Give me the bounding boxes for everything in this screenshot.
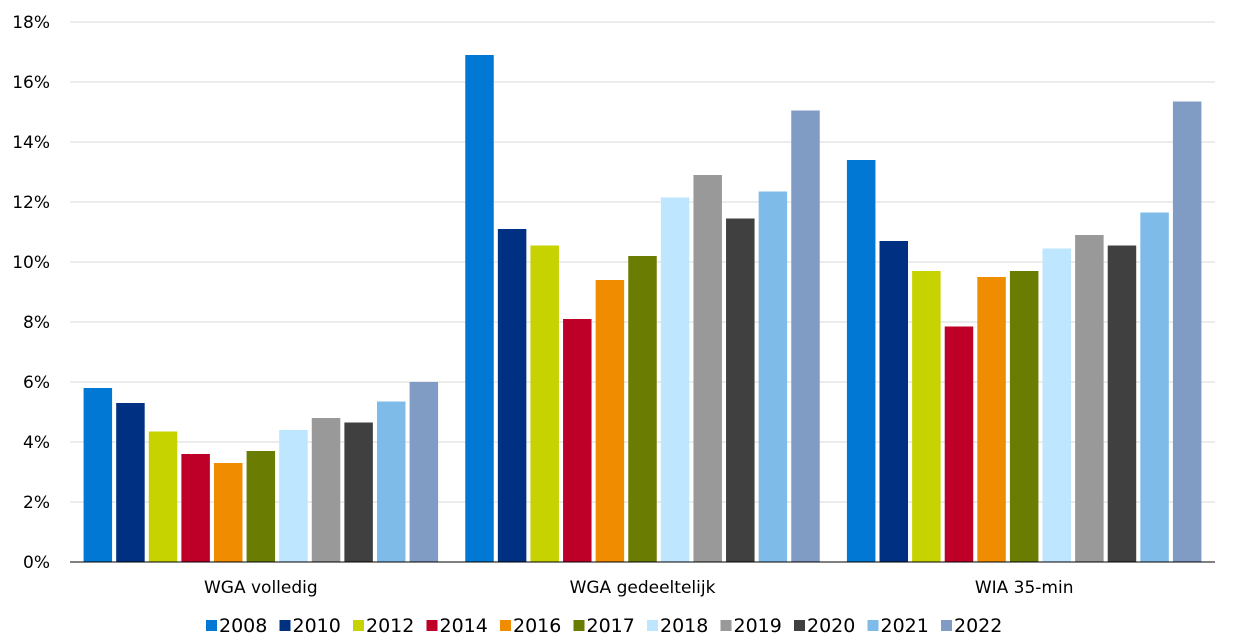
- bar-2014-1: [563, 319, 592, 562]
- bar-2022-0: [409, 382, 439, 562]
- bar-2019-1: [693, 175, 722, 562]
- bar-2017-0: [246, 451, 276, 562]
- bar-2010-2: [879, 241, 909, 562]
- bar-2014-0: [181, 454, 210, 562]
- bar-2016-2: [977, 277, 1006, 562]
- bar-2012-1: [530, 245, 559, 562]
- bar-2018-1: [660, 197, 690, 562]
- legend-label-2008: 2008: [219, 615, 267, 637]
- bar-2020-0: [344, 422, 373, 562]
- legend-swatch-2021: [867, 620, 879, 631]
- legend: 2008 2010 2012 2014 2016 2017 2018 2019 2020 2021…: [206, 615, 1002, 637]
- y-axis-tick-labels: 0% 2% 4% 6% 8% 10% 12% 14% 16% 18%: [12, 13, 50, 573]
- y-tick-label: 14%: [12, 133, 50, 153]
- bar-2020-1: [726, 218, 755, 562]
- legend-swatch-2019: [720, 620, 732, 631]
- x-category-label: WGA volledig: [204, 578, 318, 598]
- y-tick-label: 12%: [12, 193, 50, 213]
- bar-2021-1: [758, 191, 788, 562]
- legend-swatch-2012: [353, 620, 364, 631]
- legend-swatch-2010: [279, 620, 291, 631]
- bar-2022-1: [791, 110, 820, 562]
- legend-swatch-2016: [500, 620, 511, 631]
- legend-swatch-2014: [426, 620, 438, 631]
- x-category-label: WIA 35-min: [975, 578, 1074, 598]
- bar-2020-2: [1107, 245, 1137, 562]
- bar-2012-0: [148, 431, 178, 562]
- bars: [83, 55, 1202, 562]
- y-tick-label: 10%: [12, 253, 50, 273]
- legend-swatch-2022: [941, 620, 952, 631]
- legend-swatch-2020: [794, 620, 805, 631]
- legend-label-2010: 2010: [293, 615, 341, 637]
- legend-label-2016: 2016: [513, 615, 561, 637]
- bar-2016-1: [595, 280, 625, 562]
- bar-2014-2: [944, 326, 974, 562]
- legend-label-2021: 2021: [881, 615, 929, 637]
- legend-label-2022: 2022: [954, 615, 1002, 637]
- y-tick-label: 4%: [23, 433, 50, 453]
- legend-label-2018: 2018: [660, 615, 708, 637]
- bar-2019-2: [1075, 235, 1104, 562]
- bar-2010-0: [116, 403, 145, 562]
- legend-label-2017: 2017: [587, 615, 635, 637]
- y-tick-label: 18%: [12, 13, 50, 33]
- bar-2021-2: [1140, 212, 1169, 562]
- y-tick-label: 6%: [23, 373, 50, 393]
- legend-label-2019: 2019: [734, 615, 782, 637]
- bar-2017-1: [628, 256, 657, 562]
- legend-label-2014: 2014: [440, 615, 488, 637]
- legend-swatch-2008: [206, 620, 217, 631]
- bar-2021-0: [376, 401, 406, 562]
- bar-2019-0: [311, 418, 341, 562]
- bar-2022-2: [1172, 101, 1202, 562]
- x-category-label: WGA gedeeltelijk: [570, 578, 716, 598]
- legend-swatch-2018: [647, 620, 658, 631]
- bar-2016-0: [213, 463, 243, 562]
- bar-2018-2: [1042, 248, 1072, 562]
- bar-2018-0: [279, 430, 308, 562]
- y-tick-label: 16%: [12, 73, 50, 93]
- y-tick-label: 2%: [23, 493, 50, 513]
- bar-2012-2: [912, 271, 941, 562]
- bar-2017-2: [1009, 271, 1039, 562]
- legend-swatch-2017: [573, 620, 585, 631]
- legend-label-2020: 2020: [807, 615, 855, 637]
- bar-2010-1: [497, 229, 527, 562]
- y-tick-label: 8%: [23, 313, 50, 333]
- bar-2008-1: [465, 55, 494, 562]
- y-tick-label: 0%: [23, 553, 50, 573]
- x-axis-category-labels: WGA volledig WGA gedeeltelijk WIA 35-min: [204, 578, 1074, 598]
- bar-2008-0: [83, 388, 113, 562]
- bar-2008-2: [846, 160, 876, 562]
- legend-label-2012: 2012: [366, 615, 414, 637]
